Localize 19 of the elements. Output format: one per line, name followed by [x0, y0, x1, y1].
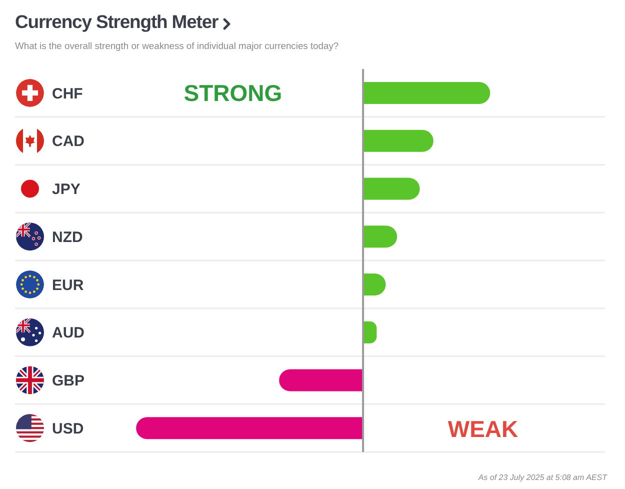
- y-tick-label: CHF: [52, 85, 83, 102]
- bar: [363, 82, 490, 104]
- y-tick-label: EUR: [52, 276, 84, 294]
- chart-subtitle: What is the overall strength or weakness of individual major currencies today?: [15, 40, 339, 51]
- y-tick-label: JPY: [52, 181, 80, 198]
- annotation: WEAK: [446, 416, 520, 443]
- bar: [136, 417, 364, 440]
- y-tick-label: NZD: [52, 228, 83, 246]
- bar: [363, 178, 420, 200]
- bar: [363, 130, 434, 152]
- y-tick-label: USD: [52, 420, 84, 438]
- annotation: STRONG: [182, 80, 284, 107]
- y-tick-label: AUD: [52, 324, 85, 342]
- chart-title: Currency Strength Meter: [15, 11, 218, 33]
- text: As of 23 July 2025 at 5:08 am AEST: [478, 473, 607, 482]
- bar: [279, 369, 364, 392]
- bar: [363, 321, 377, 344]
- y-tick-label: CAD: [52, 133, 85, 150]
- y-tick-label: GBP: [52, 372, 85, 390]
